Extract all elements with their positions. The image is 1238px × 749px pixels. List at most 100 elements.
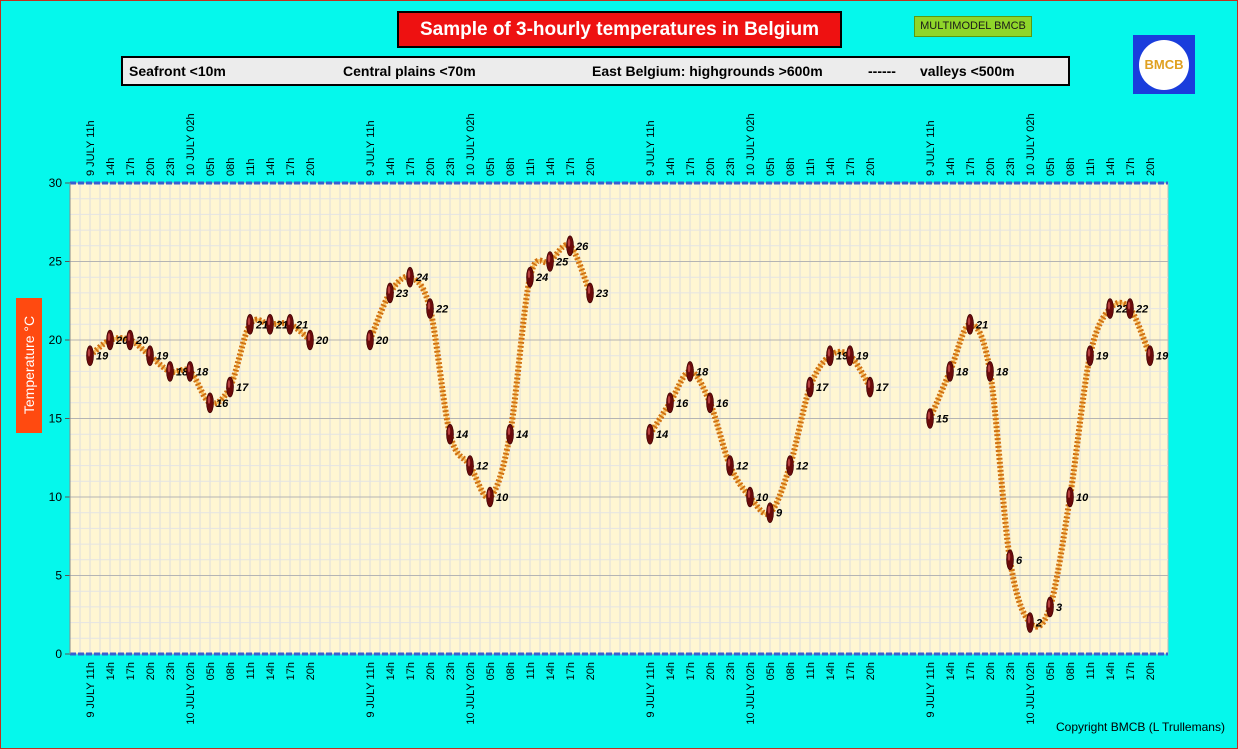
data-label: 20 (135, 335, 149, 347)
legend-separator: ------ (868, 63, 896, 79)
x-tick-label-bottom: 11h (525, 662, 537, 680)
data-point (1046, 596, 1054, 618)
data-label: 14 (516, 429, 528, 441)
data-label: 20 (315, 335, 329, 347)
data-point (726, 455, 734, 476)
data-point (806, 376, 814, 398)
data-point (566, 235, 574, 257)
data-point-shine (987, 364, 991, 373)
data-point-shine (567, 238, 571, 247)
data-label: 10 (496, 492, 509, 504)
x-tick-label-top: 17h (405, 158, 417, 176)
data-point-shine (427, 301, 431, 310)
series-line-highlight (89, 318, 311, 405)
data-label: 18 (956, 366, 969, 378)
x-tick-label-bottom: 20h (1145, 662, 1157, 680)
data-point-shine (967, 317, 971, 326)
y-tick-label: 5 (55, 569, 62, 583)
data-label: 18 (996, 366, 1009, 378)
data-point (1026, 612, 1034, 633)
x-tick-label-bottom: 17h (125, 662, 137, 680)
data-point-shine (1067, 490, 1071, 498)
x-tick-label-top: 10 JULY 02h (745, 113, 757, 176)
data-point-shine (467, 458, 471, 467)
x-tick-label-top: 08h (505, 158, 517, 176)
data-point (966, 313, 974, 335)
x-tick-label-bottom: 11h (805, 662, 817, 680)
x-tick-label-bottom: 17h (685, 662, 697, 680)
data-label: 17 (236, 382, 249, 394)
data-point (866, 376, 874, 398)
data-point (106, 329, 114, 351)
data-label: 20 (115, 335, 129, 347)
data-point (1126, 298, 1134, 319)
data-point-shine (1007, 552, 1011, 561)
data-point-shine (767, 505, 771, 514)
x-tick-label-bottom: 20h (305, 662, 317, 680)
data-point-shine (747, 490, 751, 498)
data-label: 24 (415, 272, 428, 284)
x-tick-label-bottom: 23h (165, 662, 177, 680)
data-label: 26 (575, 241, 589, 253)
data-label: 19 (1156, 351, 1169, 363)
data-point-shine (587, 285, 591, 294)
data-label: 21 (975, 319, 988, 331)
data-point-shine (1147, 348, 1151, 357)
data-point (426, 298, 434, 319)
data-point (666, 392, 674, 414)
data-label: 21 (255, 319, 268, 331)
x-tick-label-top: 10 JULY 02h (465, 113, 477, 176)
x-tick-label-top: 10 JULY 02h (185, 113, 197, 176)
legend-east: East Belgium: highgrounds >600m (592, 63, 823, 79)
data-label: 19 (1096, 351, 1109, 363)
x-tick-label-top: 17h (565, 158, 577, 176)
data-label: 16 (716, 398, 729, 410)
x-tick-label-top: 10 JULY 02h (1025, 113, 1037, 176)
x-tick-label-top: 14h (825, 158, 837, 176)
data-point-shine (687, 364, 691, 373)
x-tick-label-top: 08h (785, 158, 797, 176)
data-point (126, 329, 134, 351)
x-tick-label-bottom: 20h (585, 662, 597, 680)
x-tick-label-top: 23h (1005, 158, 1017, 176)
data-point (1086, 345, 1094, 367)
data-label: 17 (816, 382, 829, 394)
data-point-shine (207, 395, 211, 404)
data-point-shine (187, 364, 191, 373)
data-label: 18 (176, 366, 189, 378)
data-point-shine (947, 364, 951, 373)
x-tick-label-top: 17h (285, 158, 297, 176)
data-point-shine (867, 380, 871, 389)
x-tick-label-bottom: 20h (705, 662, 717, 680)
data-point-shine (1087, 348, 1091, 357)
x-tick-label-top: 14h (105, 158, 117, 176)
data-point-shine (407, 270, 411, 279)
data-label: 2 (1035, 618, 1042, 630)
region-legend: Seafront <10m Central plains <70m East B… (121, 56, 1070, 86)
y-tick-label: 15 (49, 412, 63, 426)
data-point (926, 408, 934, 429)
data-label: 19 (836, 351, 849, 363)
data-point-shine (507, 427, 511, 436)
y-tick-label: 20 (49, 333, 63, 347)
x-tick-label-top: 14h (545, 158, 557, 176)
x-tick-label-bottom: 9 JULY 11h (365, 662, 377, 718)
x-tick-label-bottom: 20h (145, 662, 157, 680)
data-point (746, 486, 754, 508)
x-tick-label-top: 08h (1065, 158, 1077, 176)
x-tick-label-bottom: 17h (845, 662, 857, 680)
data-label: 10 (756, 492, 769, 504)
data-label: 19 (856, 351, 869, 363)
data-point (286, 313, 294, 335)
x-tick-label-bottom: 9 JULY 11h (645, 662, 657, 718)
x-tick-label-top: 17h (125, 158, 137, 176)
data-label: 19 (96, 351, 109, 363)
legend-seafront: Seafront <10m (129, 63, 226, 79)
data-point-shine (927, 411, 931, 420)
x-tick-label-top: 14h (1105, 158, 1117, 176)
model-badge: MULTIMODEL BMCB (914, 16, 1032, 37)
data-point-shine (787, 458, 791, 467)
data-point-shine (267, 317, 271, 326)
data-label: 21 (275, 319, 288, 331)
